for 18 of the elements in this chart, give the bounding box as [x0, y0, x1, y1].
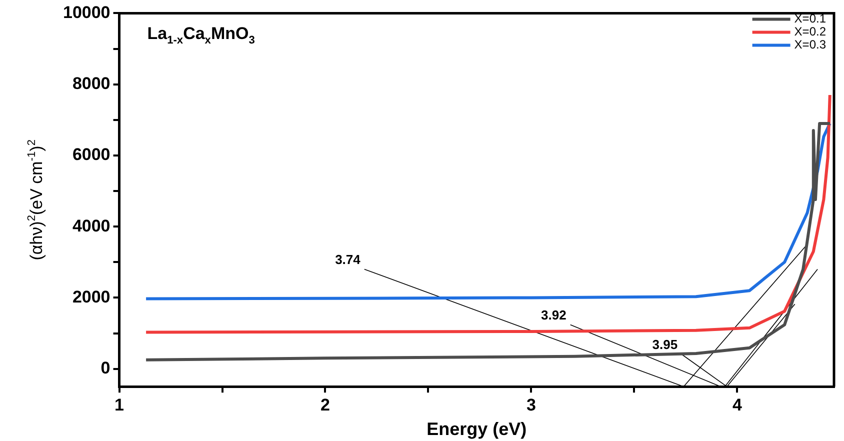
x-tick-label: 4: [732, 395, 742, 414]
legend-label: X=0.3: [794, 38, 826, 52]
x-tick-label: 3: [526, 395, 536, 414]
x-tick-label: 1: [114, 395, 124, 414]
y-tick-label: 0: [100, 358, 110, 378]
y-tick-label: 4000: [72, 216, 110, 236]
annotation: 3.74: [335, 252, 362, 267]
legend-label: X=0.2: [794, 24, 826, 39]
x-axis-title: Energy (eV): [426, 418, 527, 439]
y-tick-label: 10000: [62, 2, 110, 22]
y-axis-title: (αhν)2(eV cm-1)2: [26, 140, 46, 260]
y-tick-label: 2000: [72, 287, 110, 306]
y-tick-label: 6000: [72, 145, 110, 164]
annotation: 3.92: [541, 307, 566, 322]
legend-label: X=0.1: [794, 12, 826, 26]
x-tick-label: 2: [320, 395, 330, 414]
y-tick-label: 8000: [72, 74, 110, 94]
annotation: 3.95: [652, 336, 678, 352]
